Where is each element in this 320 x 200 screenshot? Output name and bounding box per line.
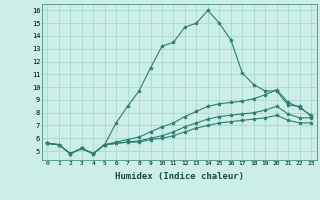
X-axis label: Humidex (Indice chaleur): Humidex (Indice chaleur) [115,172,244,181]
